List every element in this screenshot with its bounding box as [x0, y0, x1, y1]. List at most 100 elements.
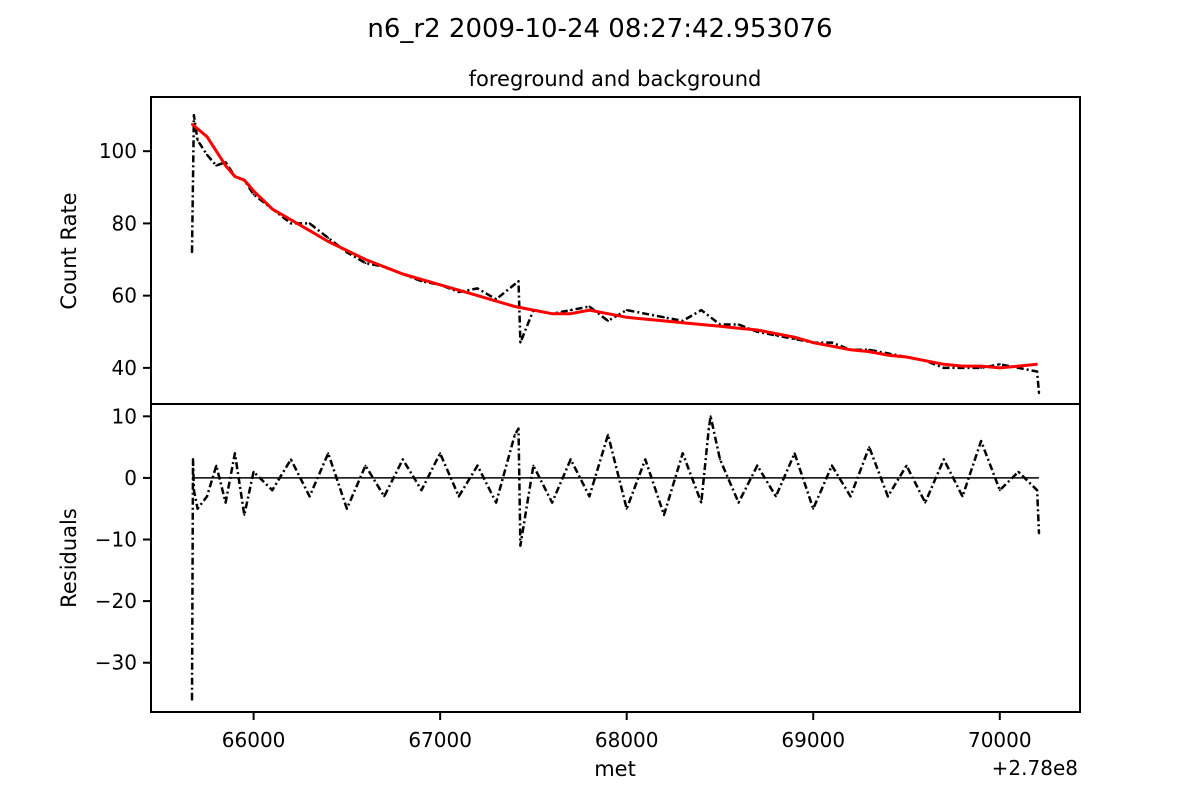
top-panel-data-point [737, 323, 740, 326]
top-panel-data-point [308, 222, 311, 225]
bottom-panel-data-point [383, 495, 386, 498]
top-panel-model-point [383, 265, 386, 268]
top-panel-model-point [271, 208, 274, 210]
top-panel-model-point [886, 354, 889, 357]
top-panel-model-line [191, 122, 1038, 370]
top-panel-y-tick-label: 60 [112, 284, 137, 308]
bottom-panel-data-point [233, 452, 236, 455]
bottom-panel-data-point [998, 489, 1001, 492]
bottom-panel-x-ticks: 66000 67000 68000 69000 70000 [222, 712, 1032, 752]
bottom-panel-data-point [401, 458, 404, 461]
bottom-panel-y-tick-label: −20 [95, 589, 137, 613]
bottom-panel-data-point [364, 464, 367, 467]
bottom-panel-data-point [707, 427, 710, 430]
top-panel-model-point [532, 309, 535, 312]
top-panel-model-point [1036, 363, 1039, 366]
bottom-panel-y-tick-label: −10 [95, 528, 137, 552]
top-panel-model-point [233, 175, 236, 178]
bottom-panel-y-tick-label: 0 [124, 466, 137, 490]
bottom-panel-x-tick-label: 67000 [408, 728, 472, 752]
top-panel-data-point [830, 341, 833, 344]
x-axis-offset-label: +2.78e8 [992, 756, 1078, 780]
top-panel-data-point [663, 316, 665, 319]
top-panel-model-point [644, 318, 647, 321]
top-panel-model-point [1017, 365, 1020, 368]
top-panel-y-tick-label: 80 [112, 211, 137, 235]
top-panel-model-point [439, 283, 442, 286]
bottom-panel-data-point [420, 489, 423, 492]
top-panel-model-point [774, 332, 777, 335]
bottom-panel-data-point [308, 495, 311, 498]
bottom-panel-data-point [737, 501, 740, 504]
top-panel-model-point [756, 329, 759, 331]
top-panel-data-point [998, 363, 1001, 366]
bottom-panel-data-point [327, 452, 330, 455]
top-panel-model-point [476, 294, 479, 297]
top-panel-model-point [868, 350, 871, 353]
bottom-panel-plot-area [190, 415, 1041, 701]
bottom-panel-data-point [551, 501, 554, 504]
top-panel-model-point [401, 273, 404, 275]
top-panel-data-point [1038, 392, 1040, 395]
bottom-panel-data-point [868, 446, 871, 449]
bottom-panel-x-tick-label: 69000 [781, 728, 845, 752]
top-panel-model-point [700, 323, 703, 326]
top-panel-y-tick-label: 100 [99, 139, 137, 163]
bottom-panel-data-point [224, 501, 227, 504]
bottom-panel-y-ticks: 10 0 −10 −20 −30 [95, 404, 151, 675]
bottom-panel-data-point [457, 495, 460, 498]
top-panel-model-point [905, 356, 908, 358]
bottom-panel-data-point [709, 415, 712, 418]
top-panel-model-point [252, 189, 255, 192]
bottom-panel-data-point [663, 513, 665, 516]
top-panel-model-point [588, 309, 591, 312]
top-panel-data-point [519, 341, 522, 344]
top-panel-data-point [206, 153, 208, 156]
bottom-panel-data-point [215, 464, 218, 467]
top-panel-data-point [364, 262, 367, 265]
bottom-panel-frame [150, 403, 1081, 713]
top-panel-data-point [476, 287, 479, 290]
top-panel-data-point [192, 114, 195, 117]
top-panel-model-point [812, 341, 815, 344]
top-panel-model-point [663, 319, 665, 322]
bottom-panel-data-point [271, 489, 274, 492]
top-panel-model-point [364, 258, 367, 261]
top-panel-data-point [196, 139, 199, 142]
top-panel-data-point [517, 280, 520, 283]
bottom-panel-data-point [625, 507, 628, 510]
bottom-panel-data-point [588, 495, 591, 498]
top-panel: 40 60 80 100 Count Rate [57, 96, 1081, 405]
bottom-panel-data-point [532, 464, 535, 467]
bottom-panel-data-point [812, 507, 815, 510]
bottom-panel-x-tick-label: 70000 [968, 728, 1032, 752]
top-panel-model-point [961, 365, 964, 368]
top-panel-data-point [588, 305, 591, 308]
x-axis-label: met [594, 757, 636, 781]
top-panel-y-tick-label: 40 [112, 356, 137, 380]
top-panel-model-point [793, 336, 796, 339]
top-panel-model-point [206, 135, 208, 138]
bottom-panel-y-tick-label: 10 [112, 404, 137, 428]
top-panel-model-point [457, 289, 460, 292]
bottom-panel-data-point [345, 507, 348, 510]
bottom-panel-data-point [700, 501, 703, 504]
top-panel-model-point [942, 363, 945, 366]
top-panel-y-axis-label: Count Rate [57, 192, 81, 309]
bottom-panel-data-point [192, 458, 194, 461]
top-panel-model-point [289, 218, 292, 221]
bottom-panel-data-point [1036, 489, 1039, 492]
bottom-panel-data-point [476, 464, 479, 467]
top-panel-title: foreground and background [469, 67, 762, 91]
top-panel-data-point [1036, 370, 1039, 373]
bottom-panel: 10 0 −10 −20 −30 66000 67000 68000 69000 70000 R… [57, 403, 1081, 781]
bottom-panel-data-point [607, 433, 609, 436]
top-panel-data-point [191, 251, 193, 254]
top-panel-model-point [495, 300, 498, 303]
top-panel-plot-area [190, 113, 1041, 395]
top-panel-model-point [924, 359, 927, 362]
top-panel-model-point [980, 365, 983, 368]
top-panel-data-point [607, 319, 609, 322]
